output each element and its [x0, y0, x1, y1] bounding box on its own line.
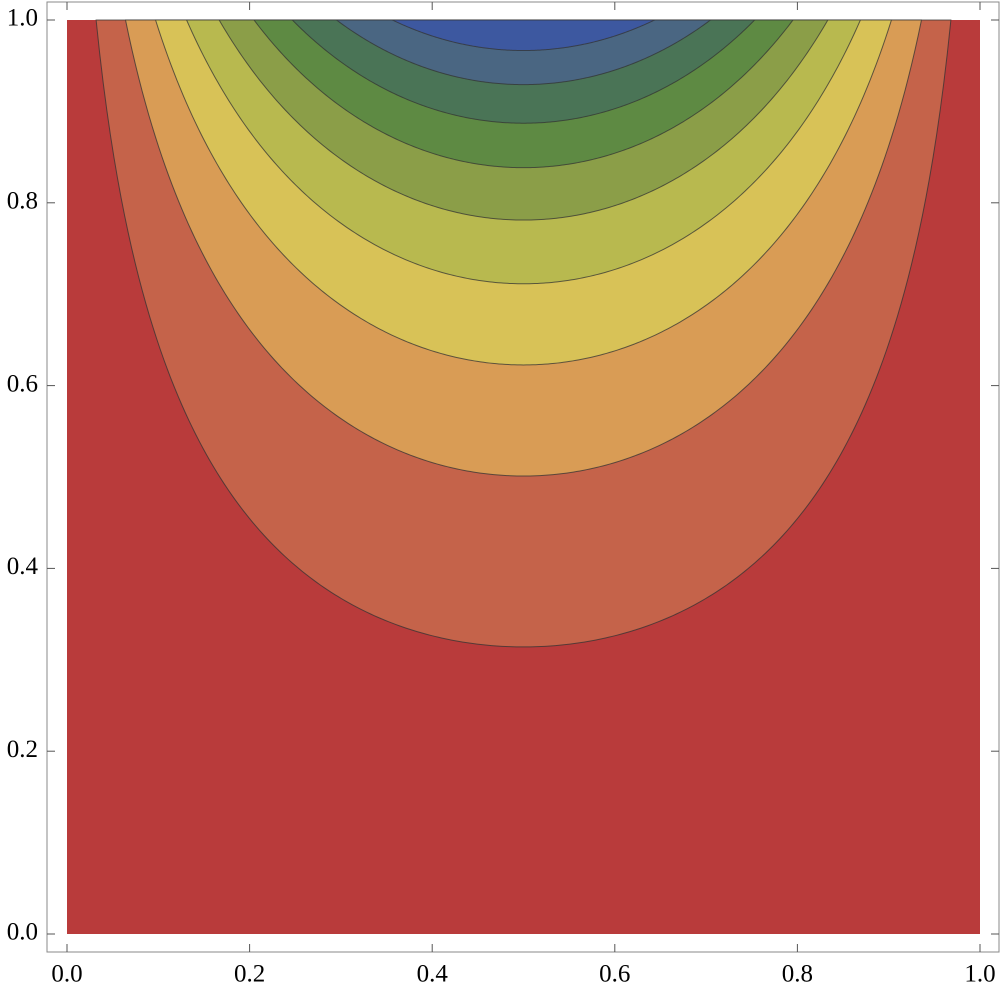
frame — [46, 1, 1000, 953]
contour-band — [334, 19, 713, 86]
y-tick-label: 0.2 — [7, 736, 38, 763]
x-tick-label: 0.4 — [417, 961, 449, 988]
y-tick-label: 0.4 — [7, 553, 39, 580]
contour-band — [392, 19, 655, 52]
y-tick-label: 0.6 — [7, 370, 38, 397]
x-tick-label: 0.0 — [51, 961, 82, 988]
x-tick-label: 1.0 — [964, 961, 995, 988]
y-tick-label: 0.8 — [7, 188, 38, 215]
x-tick-label: 0.6 — [599, 961, 630, 988]
x-tick-label: 0.8 — [782, 961, 813, 988]
y-tick-label: 1.0 — [7, 5, 38, 32]
y-tick-label: 0.0 — [7, 919, 38, 946]
x-tick-label: 0.2 — [234, 961, 265, 988]
